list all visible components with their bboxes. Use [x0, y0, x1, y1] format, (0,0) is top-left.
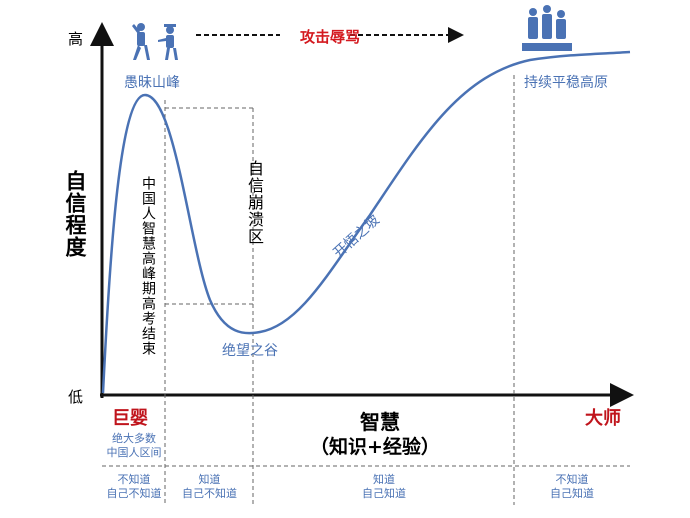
- stage-3: 知道 自己知道: [255, 473, 513, 501]
- zone-note: 绝大多数 中国人区间: [104, 432, 164, 460]
- stage-line: 自己知道: [550, 487, 594, 500]
- stage-2: 知道 自己不知道: [167, 473, 252, 501]
- stage-line: 自己不知道: [106, 487, 162, 500]
- x-axis-label: 智慧: [360, 410, 400, 434]
- stage-line: 自己不知道: [182, 487, 237, 500]
- y-axis-high: 高: [68, 30, 84, 48]
- peak-label: 愚昧山峰: [124, 75, 180, 91]
- arguing-people-icon: [132, 23, 178, 60]
- stage-line: 不知道: [555, 473, 589, 486]
- peak-note: 中国人智慧高峰期高考结束: [140, 176, 156, 356]
- confidence-curve: [101, 50, 631, 394]
- x-axis-sublabel: （知识+经验）: [310, 436, 440, 458]
- stage-4: 不知道 自己知道: [516, 473, 628, 501]
- valley-label: 绝望之谷: [222, 343, 278, 359]
- plateau-label: 持续平稳高原: [524, 75, 608, 91]
- stage-line: 知道: [198, 473, 221, 486]
- y-axis-low: 低: [68, 388, 84, 406]
- x-axis-left-label: 巨婴: [112, 408, 148, 429]
- stage-line: 知道: [373, 473, 395, 486]
- y-axis-label: 自信程度: [63, 170, 87, 258]
- stage-line: 自己知道: [362, 487, 406, 500]
- top-arrow-label: 攻击辱骂: [300, 28, 361, 46]
- zone-note-line: 绝大多数: [112, 432, 156, 445]
- stage-line: 不知道: [117, 473, 151, 486]
- crowd-icon: [522, 5, 572, 51]
- zone-note-line: 中国人区间: [106, 446, 162, 459]
- stage-1: 不知道 自己不知道: [104, 473, 164, 501]
- collapse-label: 自信崩溃区: [245, 160, 264, 245]
- x-axis-right-label: 大师: [585, 408, 621, 429]
